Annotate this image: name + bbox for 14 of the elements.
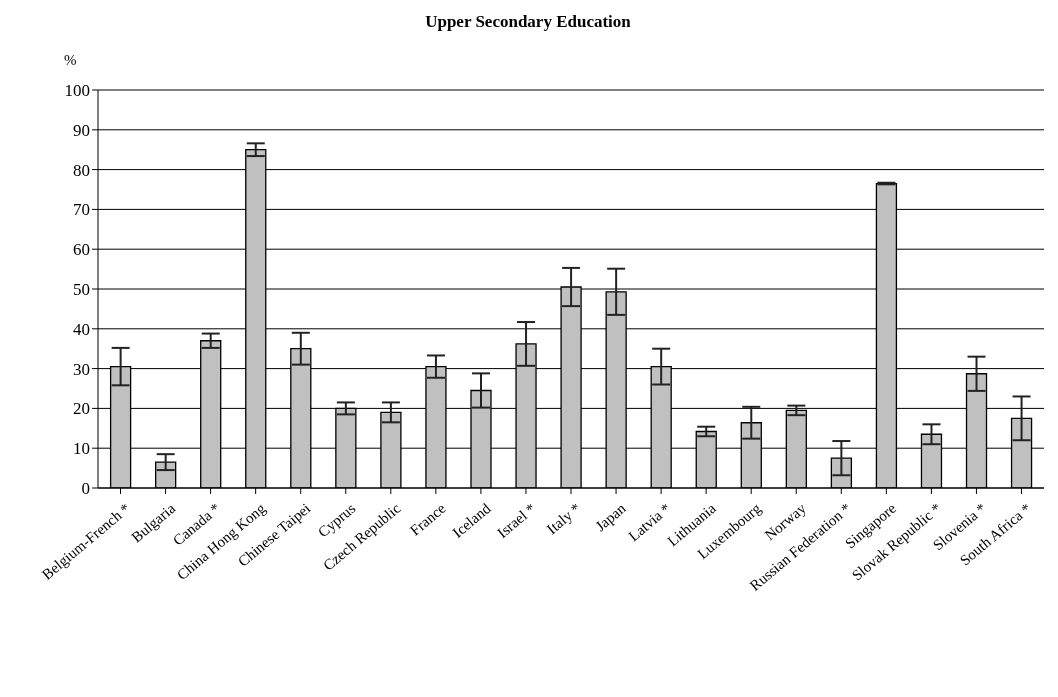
y-tick-label: 60: [73, 240, 90, 260]
y-tick-label: 80: [73, 160, 90, 180]
y-axis-title: %: [64, 52, 77, 69]
y-tick-label: 20: [73, 399, 90, 419]
y-tick-label: 10: [73, 439, 90, 459]
y-tick-label: 70: [73, 200, 90, 220]
y-tick-label: 0: [81, 479, 90, 499]
y-tick-label: 50: [73, 280, 90, 300]
y-tick-label: 90: [73, 120, 90, 140]
chart-title: Upper Secondary Education: [424, 12, 632, 32]
y-tick-label: 30: [73, 359, 90, 379]
y-tick-label: 100: [64, 81, 90, 101]
x-tick-label: Italy *: [543, 500, 584, 538]
y-tick-label: 40: [73, 319, 90, 339]
